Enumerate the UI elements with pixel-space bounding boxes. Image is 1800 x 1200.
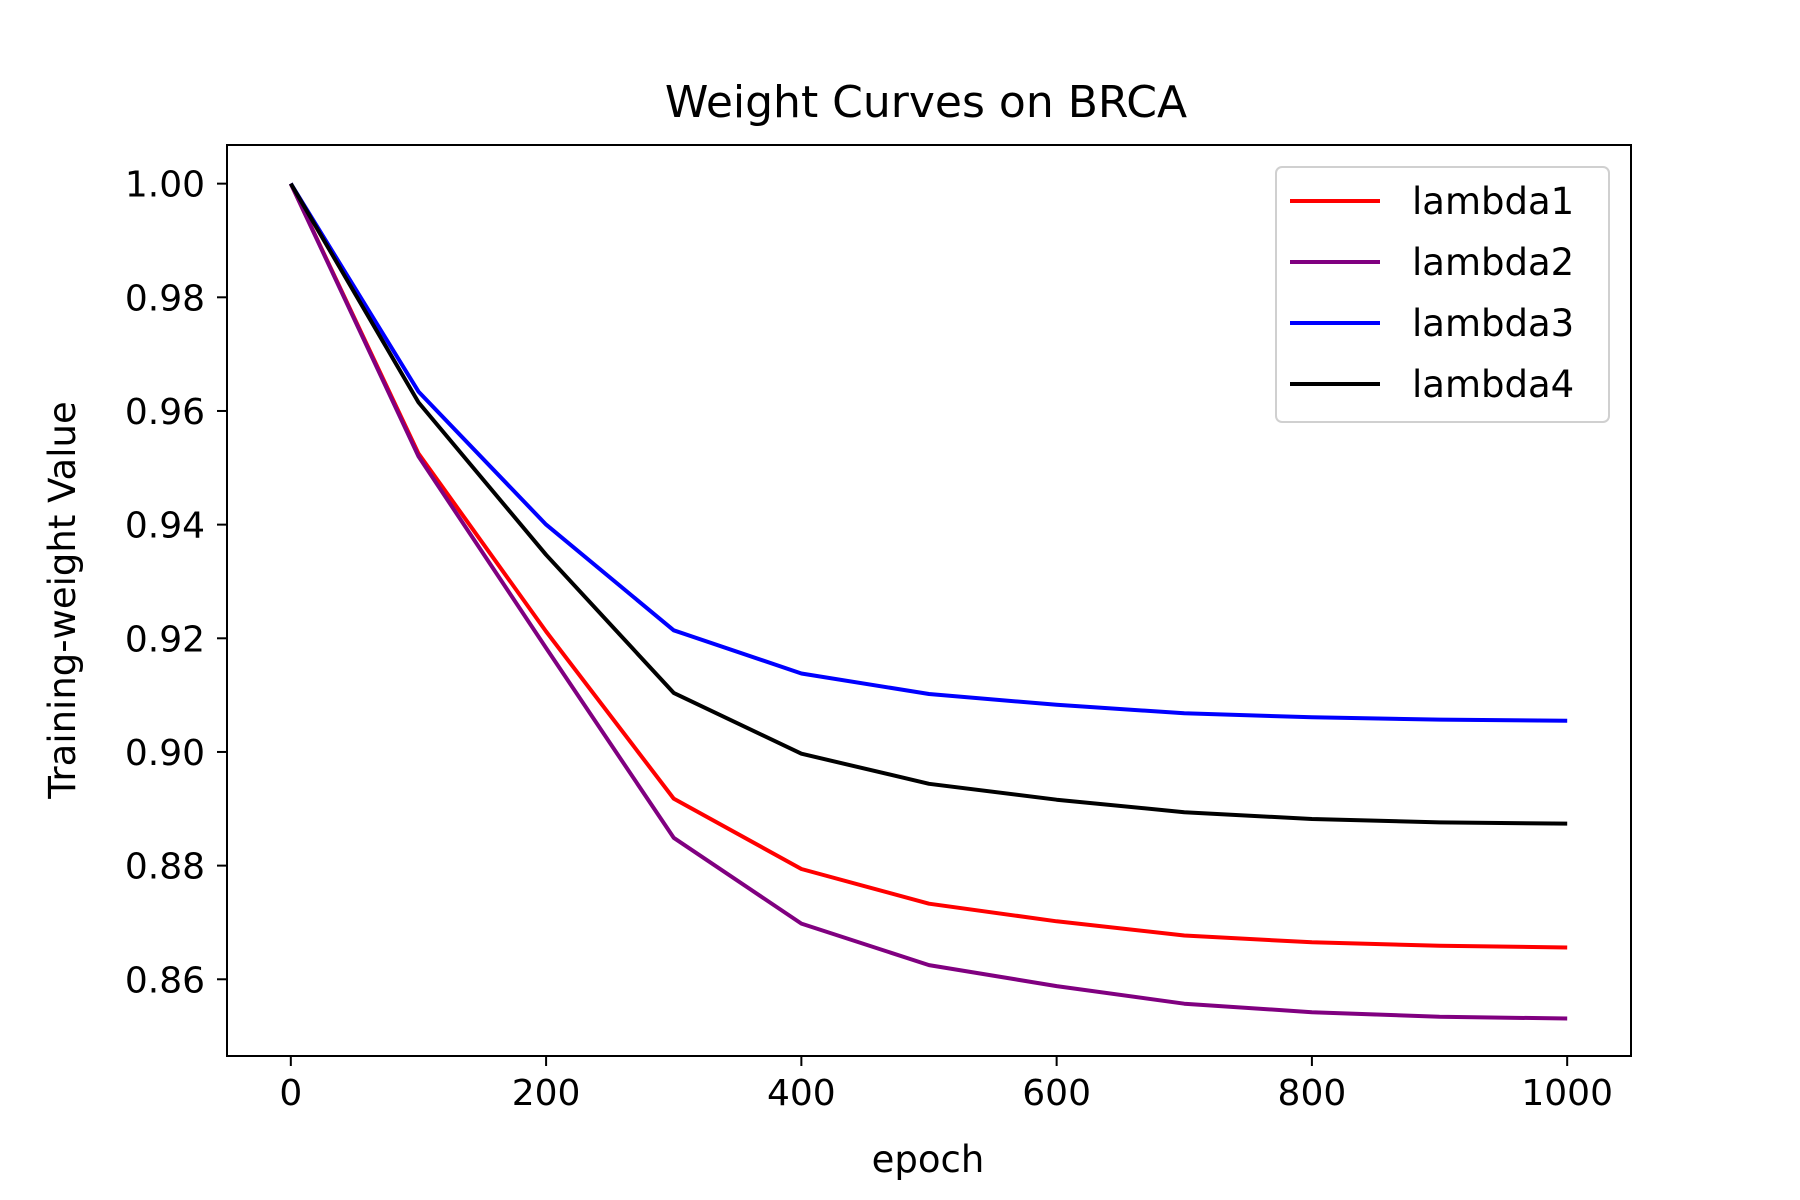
y-tick-label: 0.94	[125, 506, 205, 547]
x-tick-label: 800	[1278, 1073, 1347, 1114]
x-tick-label: 1000	[1521, 1073, 1613, 1114]
plot-area-frame	[226, 144, 1632, 1057]
chart-title: Weight Curves on BRCA	[665, 77, 1187, 128]
y-tick-label: 0.90	[125, 733, 205, 774]
y-axis-label: Training-weight Value	[41, 401, 84, 799]
y-tick-label: 0.88	[125, 847, 205, 888]
x-tick-label: 600	[1022, 1073, 1091, 1114]
x-tick-label: 400	[767, 1073, 836, 1114]
series-line-lambda3	[289, 182, 1568, 723]
legend-label-lambda3: lambda3	[1412, 302, 1574, 345]
y-tick-label: 1.00	[125, 165, 205, 206]
y-tick-label: 0.86	[125, 960, 205, 1001]
series-line-lambda4	[289, 182, 1568, 826]
y-tick-label: 0.92	[125, 619, 205, 660]
y-tick-label: 0.98	[125, 278, 205, 319]
legend-label-lambda2: lambda2	[1412, 241, 1574, 284]
y-tick-label: 0.96	[125, 392, 205, 433]
x-tick-label: 0	[279, 1073, 302, 1114]
x-tick-label: 200	[512, 1073, 581, 1114]
x-axis-label: epoch	[872, 1138, 985, 1181]
x-axis-ticks: 0 200 400 600 800 1000	[279, 1056, 1613, 1114]
y-axis-ticks: 0.86 0.88 0.90 0.92 0.94 0.96 0.98 1.00	[125, 165, 227, 1001]
legend-label-lambda1: lambda1	[1412, 180, 1574, 223]
series-line-lambda1	[288, 182, 1568, 950]
plot-lines	[288, 182, 1568, 1021]
legend-box	[1275, 166, 1610, 423]
legend-label-lambda4: lambda4	[1412, 363, 1574, 406]
series-line-lambda2	[288, 182, 1568, 1021]
legend: lambda1 lambda2 lambda3 lambda4	[1275, 166, 1610, 423]
